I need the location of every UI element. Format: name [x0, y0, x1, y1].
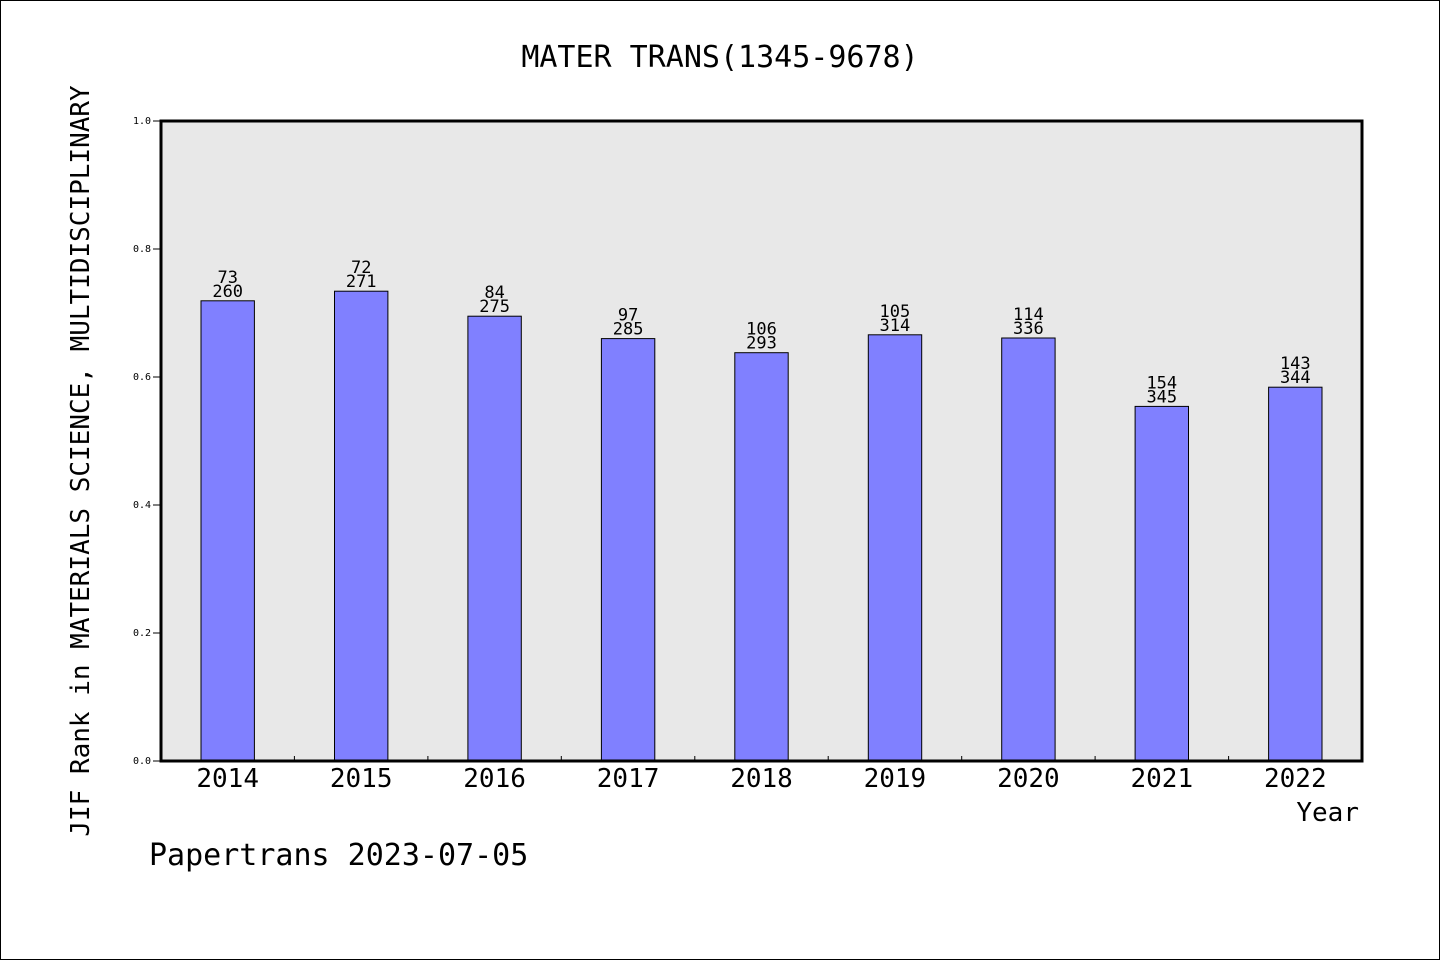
bar-2014 [200, 300, 255, 762]
bar-total-label: 293 [746, 334, 777, 354]
bar-2020 [1001, 337, 1056, 762]
y-tick-label: 0.6 [133, 372, 151, 383]
bar-rank-label: 97 [618, 306, 638, 326]
x-tick-label: 2019 [864, 764, 927, 794]
bar-rank-label: 105 [880, 302, 911, 322]
x-tick-label: 2017 [597, 764, 660, 794]
bar-total-label: 271 [346, 272, 377, 292]
y-tick-label: 1.0 [133, 116, 151, 127]
y-tick-label: 0.4 [133, 500, 151, 511]
y-tick-label: 0.0 [133, 756, 151, 767]
bar-total-label: 285 [613, 320, 644, 340]
footer-credit: Papertrans 2023-07-05 [149, 838, 528, 873]
bar-2016 [467, 315, 522, 762]
bar-total-label: 275 [479, 297, 510, 317]
bar-rank-label: 154 [1146, 373, 1177, 393]
plot-border [159, 119, 1364, 763]
x-axis-label: Year [1296, 798, 1359, 828]
bar-rank-label: 114 [1013, 305, 1044, 325]
x-tick-label: 2021 [1130, 764, 1193, 794]
bar-rank-label: 106 [746, 320, 777, 340]
x-tick-label: 2014 [196, 764, 259, 794]
y-tick-label: 0.2 [133, 628, 151, 639]
y-tick-label: 0.8 [133, 244, 151, 255]
x-tick-label: 2018 [730, 764, 793, 794]
bar-2018 [734, 352, 789, 762]
bar-total-label: 345 [1146, 387, 1177, 407]
bar-total-label: 336 [1013, 319, 1044, 339]
x-axis-ticks: 2014 2015 2016 2017 2018 2019 2020 2021 2022 [196, 756, 1327, 794]
bar-total-label: 260 [212, 282, 243, 302]
chart-title: MATER TRANS(1345-9678) [521, 40, 918, 75]
bar-rank-label: 84 [484, 283, 504, 303]
y-axis-label: JIF Rank in MATERIALS SCIENCE, MULTIDISC… [66, 85, 96, 837]
bar-rank-label: 72 [351, 258, 371, 278]
bar-2019 [867, 334, 923, 762]
bar-2022 [1268, 386, 1323, 762]
bars-group [200, 290, 1323, 762]
bar-2015 [334, 290, 389, 762]
x-tick-label: 2022 [1264, 764, 1327, 794]
y-axis-ticks: 0.0 0.2 0.4 0.6 0.8 1.0 [133, 116, 161, 767]
bar-rank-label: 143 [1280, 354, 1311, 374]
x-tick-label: 2015 [330, 764, 393, 794]
bar-2017 [600, 338, 656, 762]
x-tick-label: 2020 [997, 764, 1060, 794]
bar-total-label: 344 [1280, 368, 1311, 388]
bar-2021 [1134, 405, 1189, 762]
x-tick-label: 2016 [463, 764, 526, 794]
bar-rank-label: 73 [217, 268, 237, 288]
bar-total-label: 314 [880, 316, 911, 336]
